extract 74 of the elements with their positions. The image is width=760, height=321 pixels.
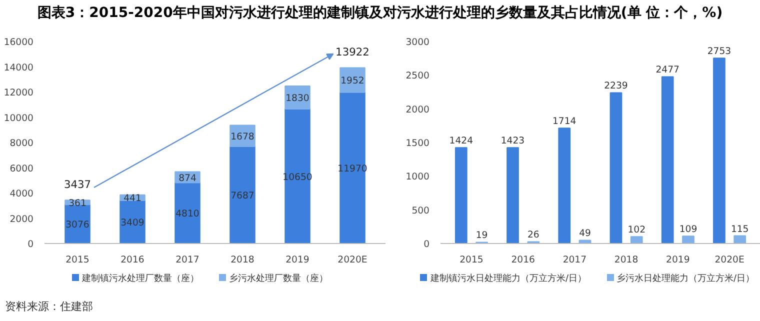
bar [284,108,310,244]
x-tick-label: 2020E [714,254,744,266]
data-label: 1714 [552,116,576,128]
data-label: 3076 [66,220,90,231]
data-label: 441 [124,193,142,204]
x-tick-label: 2020E [338,254,368,266]
bar [174,182,200,244]
data-label: 19 [476,230,488,242]
data-label: 4810 [176,208,200,220]
y-tick-label: 2500 [406,70,430,82]
chart-title: 图表3：2015-2020年中国对污水进行处理的建制镇及对污水进行处理的乡数量及其占比情况(单 位：个，%) [37,5,723,22]
x-tick-label: 2019 [666,254,690,266]
y-tick-label: 3000 [406,37,430,48]
y-tick-label: 2000 [406,104,430,116]
legend-label: 建制镇污水处理厂数量（座） [81,274,199,284]
data-label: 102 [628,224,646,236]
x-tick-label: 2015 [66,254,90,266]
y-tick-label: 4000 [10,188,34,200]
x-tick-label: 2017 [562,254,587,266]
legend-label: 建制镇污水日处理能力（万立方米/日） [429,274,586,284]
annotation: 13922 [336,46,370,59]
text: 资料来源：住建部 [5,299,93,315]
data-label: 361 [68,198,86,209]
y-tick-label: 6000 [10,163,34,174]
x-tick-label: 2018 [230,254,254,266]
bar [713,58,726,244]
x-tick-label: 2017 [176,254,200,266]
x-tick-label: 2019 [286,254,310,266]
y-tick-label: 12000 [4,88,34,98]
bar [610,92,622,244]
y-tick-label: 14000 [4,62,34,74]
bar [506,147,519,244]
data-label: 3409 [120,217,144,228]
y-tick-label: 0 [28,239,34,250]
x-tick-label: 2016 [511,254,536,266]
data-label: 109 [679,224,698,236]
bar [578,240,592,244]
data-label: 1952 [340,76,364,87]
legend-label: 乡污水处理厂数量（座） [228,274,328,284]
data-label: 1678 [230,131,254,142]
bar [120,200,146,244]
data-label: 49 [579,228,592,240]
data-label: 874 [178,172,196,184]
data-label: 7687 [230,190,254,202]
x-tick-label: 2016 [120,254,144,266]
bar [230,146,256,244]
data-label: 2753 [707,46,732,58]
y-tick-label: 2000 [10,214,34,225]
bar [340,92,366,244]
data-label: 1424 [449,136,474,147]
y-tick-label: 16000 [4,37,34,48]
y-tick-label: 8000 [10,138,34,149]
x-tick-label: 2015 [460,254,484,266]
legend-label: 乡污水日处理能力（万立方米/日） [616,274,755,284]
x-tick-label: 2018 [614,254,638,266]
bar [454,147,468,244]
bar [682,236,694,244]
data-label: 115 [730,224,749,235]
data-label: 1830 [286,92,310,104]
data-label: 2239 [604,80,628,92]
bar [734,235,746,244]
annotation: 3437 [64,178,92,192]
bar [630,236,643,244]
y-tick-label: 1500 [406,138,430,149]
bar [661,76,674,244]
data-label: 2477 [656,64,680,76]
bar [340,67,366,93]
y-tick-label: 0 [424,239,430,250]
y-tick-label: 1000 [406,172,430,183]
data-label: 26 [527,230,540,241]
y-tick-label: 10000 [4,112,34,124]
data-label: 1423 [500,136,525,147]
bar [558,128,571,244]
y-tick-label: 500 [412,205,430,216]
